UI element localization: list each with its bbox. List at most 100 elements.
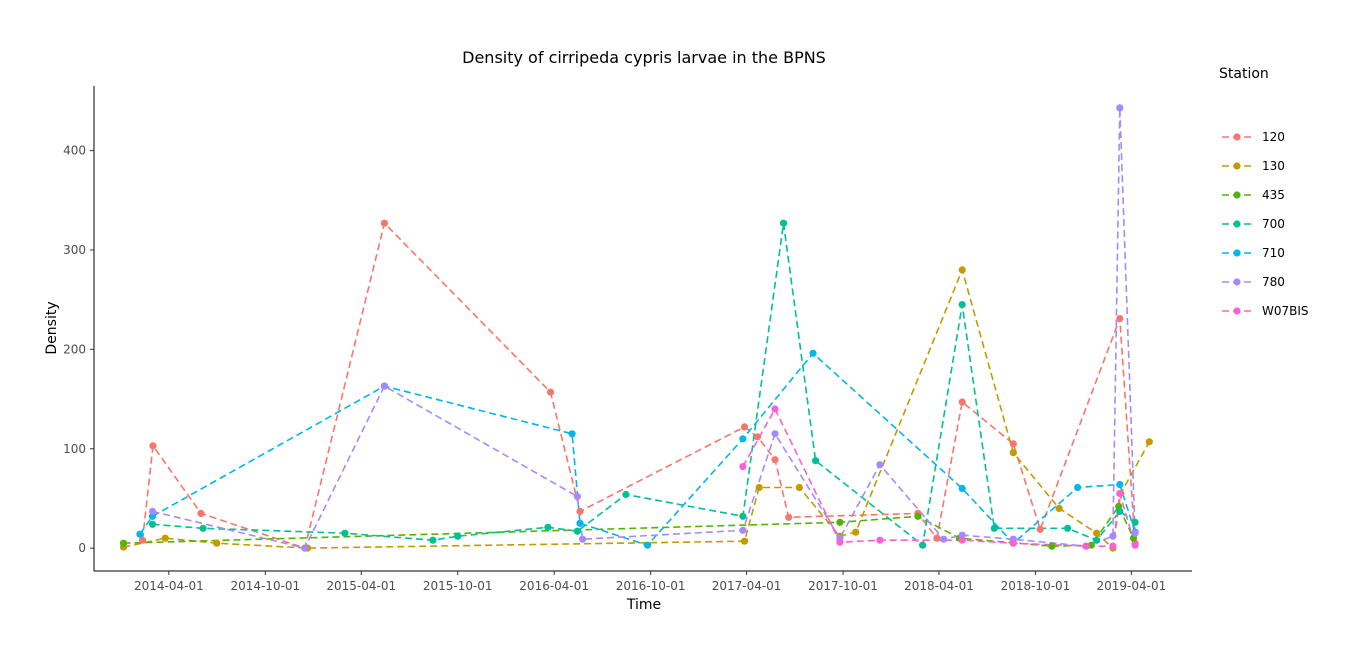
data-point-130 (161, 534, 169, 542)
data-point-700 (958, 301, 966, 309)
legend: Station 120 130 435 700 710 780 W07BIS (1219, 66, 1309, 318)
data-point-700 (1131, 518, 1139, 526)
x-tick-label: 2015-10-01 (423, 579, 493, 593)
legend-key-point (1233, 278, 1241, 286)
data-point-130 (1009, 449, 1017, 457)
data-point-700 (454, 532, 462, 540)
data-point-700 (622, 490, 630, 499)
data-point-435 (119, 539, 128, 547)
x-tick-label: 2017-04-01 (712, 579, 782, 593)
data-point-w07bis (1082, 542, 1090, 550)
legend-label: 130 (1262, 159, 1285, 173)
data-point-w07bis (1131, 541, 1139, 549)
x-axis-ticks: 2014-04-01 2014-10-01 2015-04-01 2015-10-01… (134, 571, 1166, 593)
data-point-w07bis (739, 463, 747, 471)
y-tick-label: 400 (63, 144, 86, 158)
x-tick-label: 2018-04-01 (904, 579, 974, 593)
y-tick-label: 0 (78, 541, 86, 555)
data-point-780 (958, 531, 966, 539)
data-point-700 (812, 457, 820, 465)
y-tick-label: 200 (63, 342, 86, 356)
data-point-780 (573, 492, 582, 501)
data-point-w07bis (1109, 542, 1117, 550)
data-point-780 (1116, 104, 1124, 112)
data-point-700 (341, 529, 349, 537)
data-point-710 (958, 484, 966, 493)
legend-key-point (1233, 220, 1241, 228)
data-point-435 (836, 518, 844, 526)
data-point-710 (643, 541, 652, 549)
data-point-120 (380, 219, 388, 227)
legend-label: W07BIS (1262, 304, 1309, 318)
data-point-700 (429, 536, 437, 544)
x-tick-label: 2017-10-01 (808, 579, 878, 593)
data-point-700 (739, 512, 747, 520)
data-point-780 (301, 544, 309, 552)
x-tick-label: 2015-04-01 (326, 579, 396, 593)
data-point-710 (136, 530, 144, 538)
data-point-120 (576, 507, 584, 515)
data-point-780 (739, 526, 747, 534)
data-point-120 (740, 423, 749, 431)
data-point-120 (546, 388, 555, 396)
chart-title: Density of cirripeda cypris larvae in th… (462, 48, 826, 67)
y-tick-label: 300 (63, 243, 86, 257)
data-point-780 (148, 507, 157, 515)
y-tick-label: 100 (63, 442, 86, 456)
data-point-780 (876, 461, 884, 469)
y-axis-title: Density (44, 301, 60, 354)
data-point-700 (1093, 536, 1101, 544)
x-tick-label: 2016-10-01 (616, 579, 686, 593)
x-tick-label: 2019-04-01 (1097, 579, 1167, 593)
data-point-w07bis (876, 536, 884, 544)
data-point-130 (852, 528, 860, 536)
data-point-130 (795, 483, 803, 492)
data-point-780 (1109, 532, 1117, 540)
data-point-120 (1116, 315, 1124, 323)
series-line-780 (152, 107, 1136, 550)
legend-key-point (1233, 191, 1241, 199)
data-point-700 (1116, 507, 1124, 515)
data-point-120 (197, 509, 205, 517)
data-point-120 (1009, 440, 1017, 448)
data-point-710 (1074, 483, 1082, 492)
data-point-780 (380, 382, 388, 390)
legend-label: 120 (1262, 130, 1285, 144)
data-point-710 (576, 519, 584, 527)
x-axis-title: Time (626, 597, 661, 613)
data-point-710 (739, 435, 747, 443)
legend-label: 710 (1262, 246, 1285, 260)
data-point-120 (138, 536, 147, 544)
data-point-120 (149, 442, 157, 450)
data-point-780 (1131, 529, 1139, 537)
data-point-710 (809, 349, 817, 357)
legend-key-point (1233, 133, 1241, 141)
data-point-700 (199, 524, 207, 532)
data-point-700 (148, 520, 157, 528)
data-point-120 (754, 433, 762, 441)
data-point-120 (785, 513, 793, 521)
data-point-435 (914, 512, 922, 520)
data-point-130 (755, 483, 763, 492)
data-point-780 (940, 535, 948, 543)
data-point-130 (1093, 529, 1101, 537)
data-point-700 (990, 524, 998, 532)
legend-key-point (1233, 162, 1241, 170)
data-point-130 (1055, 504, 1063, 512)
data-point-120 (933, 534, 941, 542)
legend-key-point (1233, 307, 1241, 315)
data-point-710 (568, 430, 576, 438)
data-point-130 (1145, 438, 1153, 446)
legend-label: 780 (1262, 275, 1285, 289)
x-tick-label: 2014-10-01 (230, 579, 300, 593)
data-point-w07bis (1009, 539, 1017, 547)
data-point-710 (1116, 480, 1124, 489)
data-point-w07bis (958, 536, 966, 544)
data-point-700 (544, 523, 552, 531)
data-point-780 (771, 430, 779, 438)
legend-label: 435 (1262, 188, 1285, 202)
legend-label: 700 (1262, 217, 1285, 231)
data-point-120 (1036, 525, 1044, 533)
data-point-w07bis (771, 405, 779, 413)
